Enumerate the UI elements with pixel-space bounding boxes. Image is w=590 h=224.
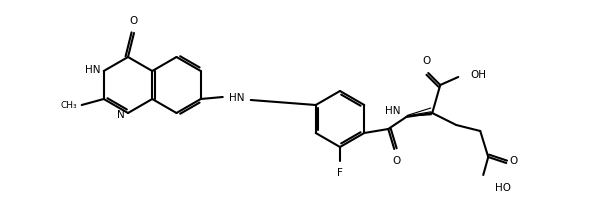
Text: O: O	[422, 56, 430, 66]
Text: HN: HN	[85, 65, 101, 75]
Text: OH: OH	[470, 70, 486, 80]
Text: CH₃: CH₃	[60, 101, 77, 110]
Text: O: O	[509, 156, 517, 166]
Text: N: N	[117, 110, 125, 120]
Text: O: O	[392, 156, 401, 166]
Text: HN: HN	[229, 93, 244, 103]
Text: F: F	[337, 168, 343, 178]
Text: O: O	[130, 16, 138, 26]
Text: HN: HN	[385, 106, 400, 116]
Text: HO: HO	[495, 183, 512, 193]
